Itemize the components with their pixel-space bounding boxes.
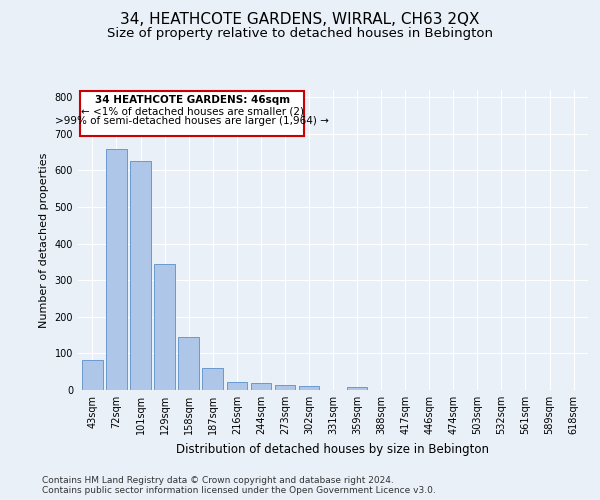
Bar <box>82 360 103 390</box>
Y-axis label: Number of detached properties: Number of detached properties <box>39 152 49 328</box>
FancyBboxPatch shape <box>80 91 304 136</box>
Bar <box>178 337 199 390</box>
Text: 34 HEATHCOTE GARDENS: 46sqm: 34 HEATHCOTE GARDENS: 46sqm <box>95 96 290 106</box>
Text: 34, HEATHCOTE GARDENS, WIRRAL, CH63 2QX: 34, HEATHCOTE GARDENS, WIRRAL, CH63 2QX <box>120 12 480 28</box>
Text: Contains HM Land Registry data © Crown copyright and database right 2024.: Contains HM Land Registry data © Crown c… <box>42 476 394 485</box>
Bar <box>202 368 223 390</box>
X-axis label: Distribution of detached houses by size in Bebington: Distribution of detached houses by size … <box>176 442 490 456</box>
Bar <box>106 148 127 390</box>
Bar <box>154 264 175 390</box>
Text: Contains public sector information licensed under the Open Government Licence v3: Contains public sector information licen… <box>42 486 436 495</box>
Bar <box>299 386 319 390</box>
Text: >99% of semi-detached houses are larger (1,964) →: >99% of semi-detached houses are larger … <box>55 116 329 126</box>
Bar <box>275 385 295 390</box>
Bar <box>347 387 367 390</box>
Text: Size of property relative to detached houses in Bebington: Size of property relative to detached ho… <box>107 28 493 40</box>
Bar <box>130 160 151 390</box>
Text: ← <1% of detached houses are smaller (2): ← <1% of detached houses are smaller (2) <box>81 106 304 117</box>
Bar <box>227 382 247 390</box>
Bar <box>251 382 271 390</box>
